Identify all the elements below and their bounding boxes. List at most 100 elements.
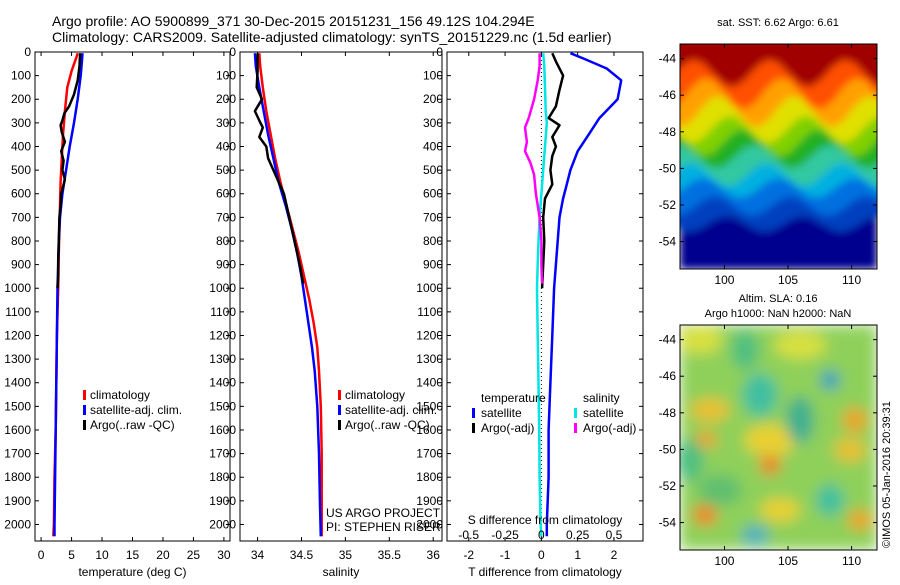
legend-swatch — [574, 408, 577, 418]
map-frame — [679, 43, 878, 270]
sst-map-title: sat. SST: 6.62 Argo: 6.61 — [717, 17, 839, 29]
series-line — [535, 53, 549, 537]
map-y-tick-label: -54 — [659, 516, 677, 530]
sla-blob — [786, 396, 814, 444]
y-tick-label: 500 — [11, 163, 31, 177]
y-tick-label: 1500 — [4, 399, 31, 413]
map-y-tick-label: -46 — [659, 369, 677, 383]
y-tick-label: 400 — [11, 139, 31, 153]
x-tick-label: 36 — [427, 548, 441, 562]
y-tick-label: 300 — [216, 116, 236, 130]
y-tick-label: 1900 — [4, 494, 31, 508]
x-tick-label: 0 — [538, 548, 545, 562]
x-tick-label: 20 — [156, 548, 170, 562]
x2-tick-label: 0 — [538, 528, 545, 542]
map-x-tick-label: 105 — [778, 273, 798, 287]
y-tick-label: 600 — [216, 187, 236, 201]
x-tick-label: -2 — [463, 548, 474, 562]
legend-swatch — [83, 390, 86, 400]
map-x-tick-label: 100 — [714, 273, 734, 287]
x2-tick-label: 0.25 — [566, 528, 590, 542]
y-tick-label: 400 — [216, 139, 236, 153]
header-line1: Argo profile: AO 5900899_371 30-Dec-2015… — [52, 13, 535, 29]
map-y-tick-label: -48 — [659, 406, 677, 420]
x-tick-label: 15 — [126, 548, 140, 562]
x-tick-label: 35 — [339, 548, 353, 562]
y-tick-label: 1300 — [4, 352, 31, 366]
y-tick-label: 1000 — [209, 281, 236, 295]
legend-swatch — [83, 420, 86, 430]
map-y-tick-label: -46 — [659, 88, 677, 102]
x2-tick-label: 0.5 — [606, 528, 623, 542]
x-tick-label: 34.5 — [290, 548, 314, 562]
x2-tick-label: -0.5 — [458, 528, 479, 542]
y-tick-label: 1400 — [4, 376, 31, 390]
y-tick-label: 1100 — [5, 305, 31, 319]
y-tick-label: 800 — [423, 234, 443, 248]
legend-label: Argo(..raw -QC) — [90, 418, 175, 432]
sst-heatmap-field — [680, 44, 877, 269]
y-tick-label: 2000 — [4, 517, 31, 531]
sla-blob — [742, 373, 778, 417]
y-tick-label: 1600 — [209, 423, 236, 437]
y-tick-label: 200 — [423, 92, 443, 106]
sla-blob — [680, 438, 704, 482]
y-tick-label: 900 — [423, 258, 443, 272]
y-tick-label: 2000 — [416, 517, 443, 531]
map-y-tick-label: -48 — [659, 125, 677, 139]
y-tick-label: 1100 — [210, 305, 236, 319]
sla-blob — [760, 498, 800, 522]
y-tick-label: 700 — [11, 210, 31, 224]
y-tick-label: 2000 — [209, 517, 236, 531]
sla-blob — [744, 424, 796, 456]
imos-watermark: ©IMOS 05-Jan-2016 20:39:31 — [881, 401, 893, 548]
x-axis-label: salinity — [323, 565, 360, 579]
sla-blob — [816, 484, 844, 516]
legend-title: salinity — [583, 391, 620, 405]
series-line — [523, 53, 544, 284]
series-line — [540, 52, 565, 289]
map-x-tick-label: 110 — [842, 554, 861, 568]
project-line2: PI: STEPHEN RISER — [326, 520, 441, 534]
legend-swatch — [338, 405, 341, 415]
x-tick-label: -1 — [500, 548, 511, 562]
y-tick-label: 1000 — [416, 281, 443, 295]
series-line — [258, 53, 323, 537]
sla-blob — [693, 505, 717, 525]
sla-blob — [760, 455, 780, 475]
x-tick-label: 0 — [38, 548, 45, 562]
y-tick-label: 100 — [11, 69, 31, 83]
legend-swatch — [83, 405, 86, 415]
x2-axis-label: S difference from climatology — [468, 513, 623, 527]
y-tick-label: 1500 — [416, 399, 443, 413]
project-line1: US ARGO PROJECT — [326, 506, 441, 520]
map-frame — [679, 324, 878, 551]
y-tick-label: 200 — [11, 92, 31, 106]
y-tick-label: 900 — [216, 258, 236, 272]
salinity-panel: 0100200300400500600700800900100011001200… — [209, 45, 443, 579]
sla-heatmap-field — [680, 325, 877, 550]
y-tick-label: 200 — [216, 92, 236, 106]
map-y-tick-label: -52 — [659, 479, 677, 493]
temperature-panel: 0100200300400500600700800900100011001200… — [4, 45, 231, 579]
y-tick-label: 1900 — [209, 494, 236, 508]
y-tick-label: 1200 — [209, 328, 236, 342]
map-y-tick-label: -54 — [659, 235, 677, 249]
y-tick-label: 300 — [11, 116, 31, 130]
x-axis-label: T difference from climatology — [468, 565, 622, 579]
legend-label: Argo(..raw -QC) — [345, 418, 430, 432]
map-x-tick-label: 110 — [842, 273, 861, 287]
sla-blob — [741, 525, 769, 545]
sla-map-title-line2: Argo h1000: NaN h2000: NaN — [705, 308, 852, 320]
legend-label: satellite — [583, 406, 624, 420]
sla-blob — [680, 326, 722, 354]
x-tick-label: 10 — [95, 548, 109, 562]
y-tick-label: 1200 — [4, 328, 31, 342]
y-tick-label: 600 — [11, 187, 31, 201]
sla-map-title-line1: Altim. SLA: 0.16 — [739, 293, 818, 305]
y-tick-label: 1600 — [416, 423, 443, 437]
plot-frame — [239, 51, 443, 542]
y-tick-label: 1800 — [209, 470, 236, 484]
map-y-tick-label: -50 — [659, 442, 677, 456]
y-tick-label: 1700 — [416, 447, 443, 461]
